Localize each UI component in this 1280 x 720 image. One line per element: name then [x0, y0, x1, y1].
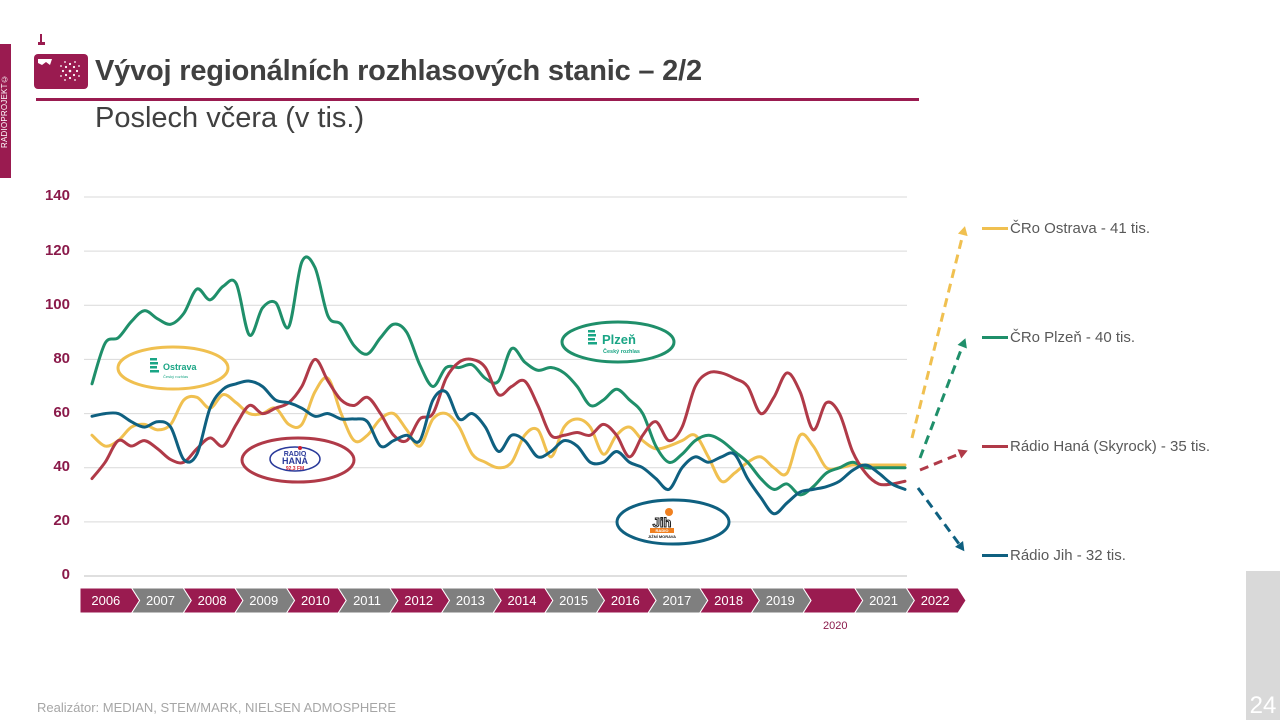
timeline-chevron [905, 587, 967, 614]
timeline-year-label: 2016 [611, 593, 640, 608]
brand-side-bar [0, 44, 11, 178]
timeline-year-label: 2014 [508, 593, 537, 608]
legend-swatch [982, 336, 1008, 339]
legend-item-hana: Rádio Haná (Skyrock) - 35 tis. [982, 438, 1210, 455]
series-line [90, 379, 907, 516]
timeline-year-label: 2013 [456, 593, 485, 608]
hana-logo: RADIO HANÁ 92,3 FM [269, 446, 321, 472]
title-divider [36, 98, 919, 101]
page-title: Vývoj regionálních rozhlasových stanic –… [95, 55, 702, 87]
timeline-year-label: 2018 [714, 593, 743, 608]
y-tick-140: 140 [44, 187, 70, 204]
series-line [90, 255, 907, 497]
projection-arrows [910, 226, 968, 552]
series-line [90, 376, 907, 484]
timeline-year-label: 2022 [921, 593, 950, 608]
legend-swatch [982, 445, 1008, 448]
y-tick-120: 120 [44, 242, 70, 259]
legend-label: ČRo Plzeň - 40 tis. [1010, 329, 1136, 346]
timeline-year-label: 2017 [662, 593, 691, 608]
timeline-year-label: 2007 [146, 593, 175, 608]
legend-swatch [982, 554, 1008, 557]
year-timeline: 2006 2007 2008 2009 2010 2011 2012 2013 2014 2015… [79, 587, 967, 614]
series-line [90, 357, 907, 487]
page-subtitle: Poslech včera (v tis.) [95, 102, 365, 134]
y-tick-40: 40 [53, 458, 70, 475]
svg-text:HANÁ: HANÁ [282, 456, 308, 466]
timeline-year-label: 2006 [91, 593, 120, 608]
legend-label: Rádio Jih - 32 tis. [1010, 547, 1126, 564]
chart-series [90, 255, 907, 516]
y-tick-0: 0 [61, 566, 70, 583]
timeline-year-label: 2015 [559, 593, 588, 608]
timeline-year-label: 2010 [301, 593, 330, 608]
legend-swatch [982, 227, 1008, 230]
timeline-year-label: 2021 [869, 593, 898, 608]
legend-item-jih: Rádio Jih - 32 tis. [982, 547, 1126, 564]
svg-text:RADIO: RADIO [656, 528, 669, 533]
year-label-2020: 2020 [823, 620, 848, 632]
footer-source: Realizátor: MEDIAN, STEM/MARK, NIELSEN A… [37, 700, 397, 715]
timeline-year-label: 2009 [249, 593, 278, 608]
y-tick-60: 60 [53, 404, 70, 421]
svg-text:JIŽNÍ MORAVA: JIŽNÍ MORAVA [648, 534, 676, 539]
ostrava-logo-ellipse [116, 345, 230, 391]
y-tick-100: 100 [44, 296, 70, 313]
timeline-year-label: 2011 [353, 593, 381, 608]
svg-text:Ostrava: Ostrava [163, 362, 198, 372]
timeline-chevron [802, 587, 864, 614]
jih-logo: Jih RADIO JIŽNÍ MORAVA [648, 508, 676, 539]
svg-text:RADIO: RADIO [284, 451, 307, 458]
plzen-logo: Plzeň Český rozhlas [588, 330, 640, 355]
legend-item-ostrava: ČRo Ostrava - 41 tis. [982, 220, 1150, 237]
y-tick-80: 80 [53, 350, 70, 367]
svg-text:Jih: Jih [653, 515, 672, 530]
svg-text:Plzeň: Plzeň [602, 332, 636, 347]
chart-gridlines [84, 196, 907, 577]
page-number-box [1246, 571, 1280, 720]
legend-label: Rádio Haná (Skyrock) - 35 tis. [1010, 438, 1211, 455]
svg-text:Český rozhlas: Český rozhlas [603, 348, 640, 355]
legend-label: ČRo Ostrava - 41 tis. [1010, 220, 1151, 237]
timeline-year-label: 2019 [766, 593, 795, 608]
timeline-year-label: 2008 [198, 593, 227, 608]
timeline-year-label: 2012 [404, 593, 433, 608]
y-tick-20: 20 [53, 512, 70, 529]
page-number: 24 [1249, 692, 1277, 719]
jih-logo-ellipse [615, 498, 731, 546]
ostrava-logo: Ostrava Český rozhlas [150, 358, 198, 379]
radio-icon [34, 34, 88, 89]
svg-text:92,3 FM: 92,3 FM [286, 466, 304, 472]
legend-item-plzen: ČRo Plzeň - 40 tis. [982, 329, 1135, 346]
svg-text:Český rozhlas: Český rozhlas [163, 374, 188, 379]
